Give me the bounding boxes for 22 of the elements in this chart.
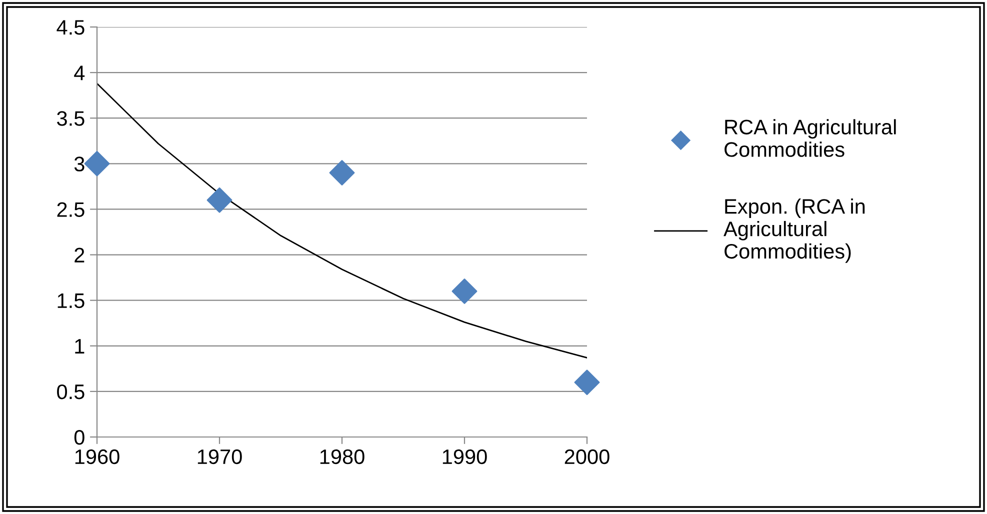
y-tick-label: 1 xyxy=(75,339,84,354)
x-tick-label: 2000 xyxy=(564,449,610,464)
y-tick-label: 2.5 xyxy=(57,202,84,217)
y-tick-label: 4 xyxy=(74,66,85,80)
y-tick-label: 0 xyxy=(74,430,84,445)
y-tick-label: 3.5 xyxy=(57,111,84,126)
legend-label: Expon. (RCA in Agricultural Commodities) xyxy=(724,198,865,263)
x-tick-label: 1960 xyxy=(75,449,120,464)
legend-label: RCA in Agricultural Commodities xyxy=(724,119,896,157)
y-tick-label: 1.5 xyxy=(58,294,84,308)
x-tick-label: 1970 xyxy=(198,449,242,464)
y-tick-label: 3 xyxy=(74,156,84,172)
point xyxy=(329,160,355,186)
point xyxy=(574,370,600,396)
point xyxy=(206,187,232,213)
point xyxy=(452,278,478,304)
y-tick-label: 4.5 xyxy=(56,20,84,35)
x-tick-label: 1980 xyxy=(320,449,364,464)
y-tick-label: 2 xyxy=(74,248,84,262)
y-tick-label: 0.5 xyxy=(57,384,84,400)
x-tick-label: 1990 xyxy=(442,449,487,464)
point xyxy=(84,150,110,176)
